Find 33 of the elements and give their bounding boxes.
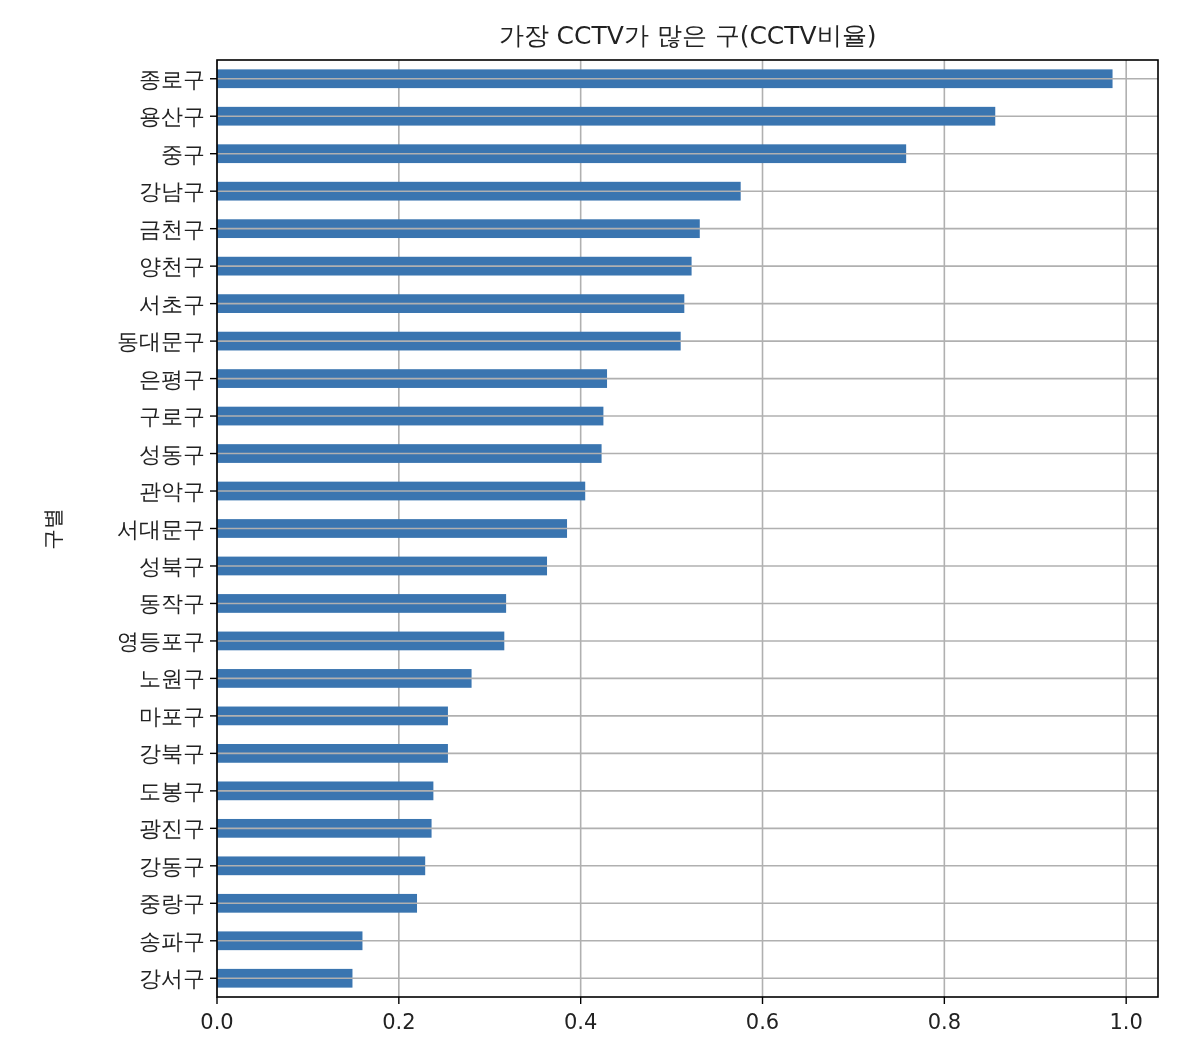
y-tick-label: 동작구 xyxy=(139,591,205,617)
x-tick-label: 0.4 xyxy=(563,1010,598,1034)
y-tick-label: 노원구 xyxy=(139,666,205,692)
y-tick-label: 마포구 xyxy=(139,703,205,729)
y-tick-label: 구로구 xyxy=(139,404,205,430)
y-tick-label: 용산구 xyxy=(139,104,205,130)
chart-title: 가장 CCTV가 많은 구(CCTV비율) xyxy=(498,21,877,50)
x-tick-label: 0.8 xyxy=(927,1010,962,1034)
y-tick-label: 종로구 xyxy=(139,66,205,92)
y-tick-label: 은평구 xyxy=(139,366,205,392)
x-tick-label: 0.0 xyxy=(200,1010,234,1034)
y-tick-label: 관악구 xyxy=(139,479,205,505)
y-tick-label: 도봉구 xyxy=(139,778,205,804)
y-tick-label: 성동구 xyxy=(139,441,205,467)
y-tick-label: 양천구 xyxy=(139,254,205,280)
x-tick-label: 0.2 xyxy=(382,1010,416,1034)
y-tick-label: 금천구 xyxy=(139,216,205,242)
y-tick-label: 송파구 xyxy=(139,928,205,954)
y-tick-label: 강서구 xyxy=(139,966,205,992)
y-tick-label: 영등포구 xyxy=(117,628,205,654)
y-tick-label: 중랑구 xyxy=(139,891,205,917)
y-tick-label: 강동구 xyxy=(139,853,205,879)
y-tick-label: 서대문구 xyxy=(117,516,205,542)
x-tick-label: 1.0 xyxy=(1109,1010,1143,1034)
y-tick-label: 동대문구 xyxy=(117,329,205,355)
y-tick-label: 중구 xyxy=(161,141,205,167)
x-tick-label: 0.6 xyxy=(745,1010,780,1034)
y-tick-label: 성북구 xyxy=(139,553,205,579)
y-tick-label: 서초구 xyxy=(139,291,205,317)
y-tick-label: 강남구 xyxy=(139,179,205,205)
y-tick-label: 광진구 xyxy=(139,816,205,842)
y-axis-title: 구별 xyxy=(41,507,65,550)
y-tick-label: 강북구 xyxy=(139,741,205,767)
